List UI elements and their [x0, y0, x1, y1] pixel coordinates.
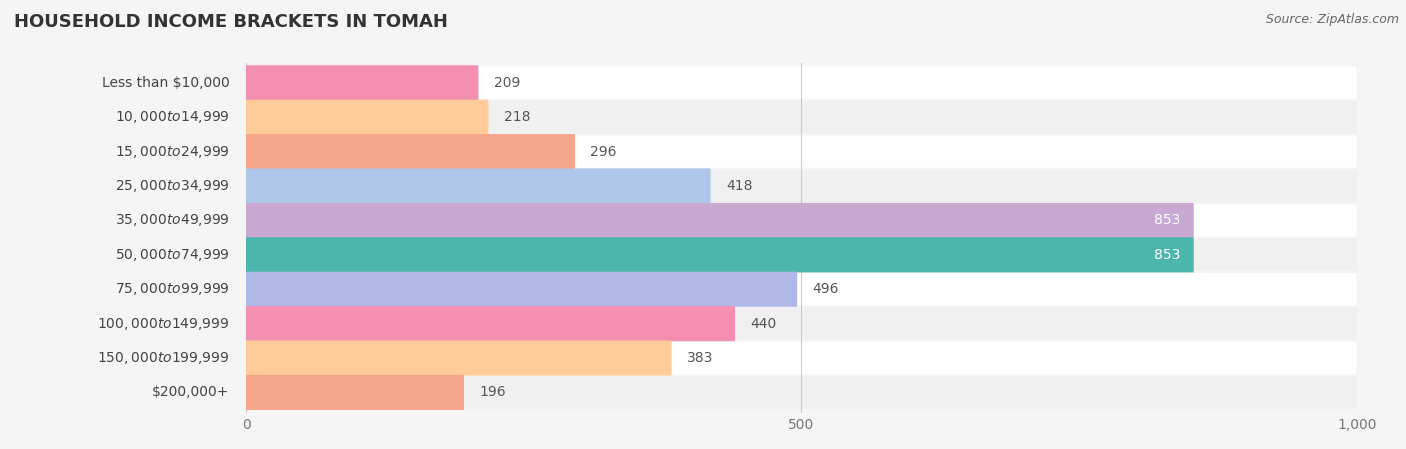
FancyBboxPatch shape — [246, 376, 1357, 409]
FancyBboxPatch shape — [246, 66, 1357, 99]
FancyBboxPatch shape — [246, 272, 797, 307]
Text: 383: 383 — [688, 351, 713, 365]
Text: $200,000+: $200,000+ — [152, 385, 229, 400]
FancyBboxPatch shape — [246, 168, 710, 203]
FancyBboxPatch shape — [246, 203, 1194, 238]
Text: 218: 218 — [503, 110, 530, 124]
FancyBboxPatch shape — [246, 306, 735, 341]
Text: $35,000 to $49,999: $35,000 to $49,999 — [115, 212, 229, 229]
FancyBboxPatch shape — [246, 239, 1357, 271]
FancyBboxPatch shape — [246, 134, 575, 169]
FancyBboxPatch shape — [246, 204, 1357, 237]
FancyBboxPatch shape — [246, 100, 488, 135]
Text: $15,000 to $24,999: $15,000 to $24,999 — [115, 144, 229, 159]
Text: 418: 418 — [725, 179, 752, 193]
Text: $25,000 to $34,999: $25,000 to $34,999 — [115, 178, 229, 194]
Text: Source: ZipAtlas.com: Source: ZipAtlas.com — [1265, 13, 1399, 26]
FancyBboxPatch shape — [246, 308, 1357, 340]
FancyBboxPatch shape — [246, 375, 464, 410]
Text: $10,000 to $14,999: $10,000 to $14,999 — [115, 109, 229, 125]
FancyBboxPatch shape — [246, 237, 1194, 273]
Text: 209: 209 — [494, 76, 520, 90]
FancyBboxPatch shape — [246, 273, 1357, 305]
FancyBboxPatch shape — [246, 65, 478, 101]
Text: $100,000 to $149,999: $100,000 to $149,999 — [97, 316, 229, 332]
Text: 853: 853 — [1154, 248, 1180, 262]
Text: 440: 440 — [751, 317, 776, 330]
FancyBboxPatch shape — [246, 340, 672, 376]
Text: 296: 296 — [591, 145, 617, 158]
FancyBboxPatch shape — [246, 136, 1357, 168]
Text: Less than $10,000: Less than $10,000 — [101, 76, 229, 90]
Text: $75,000 to $99,999: $75,000 to $99,999 — [115, 281, 229, 297]
FancyBboxPatch shape — [246, 342, 1357, 374]
Text: HOUSEHOLD INCOME BRACKETS IN TOMAH: HOUSEHOLD INCOME BRACKETS IN TOMAH — [14, 13, 449, 31]
Text: $150,000 to $199,999: $150,000 to $199,999 — [97, 350, 229, 366]
Text: 853: 853 — [1154, 213, 1180, 228]
Text: $50,000 to $74,999: $50,000 to $74,999 — [115, 247, 229, 263]
FancyBboxPatch shape — [246, 101, 1357, 133]
Text: 496: 496 — [813, 282, 839, 296]
Text: 196: 196 — [479, 385, 506, 400]
FancyBboxPatch shape — [246, 170, 1357, 202]
